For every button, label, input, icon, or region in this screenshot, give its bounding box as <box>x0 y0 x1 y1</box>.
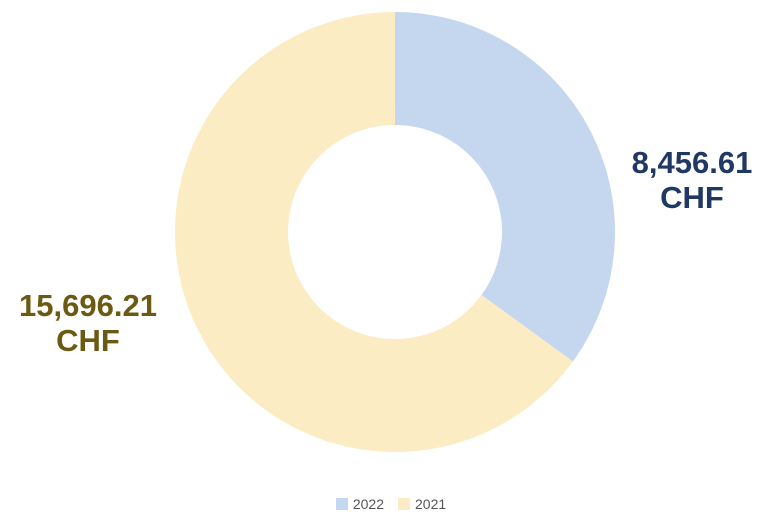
value-label: 15,696.21 CHF <box>19 288 157 358</box>
legend-swatch <box>398 498 410 510</box>
legend-label: 2021 <box>415 496 447 512</box>
donut-slice <box>175 12 573 452</box>
legend-item: 2021 <box>398 496 446 512</box>
legend-item: 2022 <box>335 496 384 512</box>
donut-slice <box>395 12 616 362</box>
legend-label: 2022 <box>352 496 384 512</box>
value-label: 8,456.61 CHF <box>631 145 753 215</box>
legend-swatch <box>335 498 348 510</box>
legend: 2022 2021 <box>0 496 782 512</box>
